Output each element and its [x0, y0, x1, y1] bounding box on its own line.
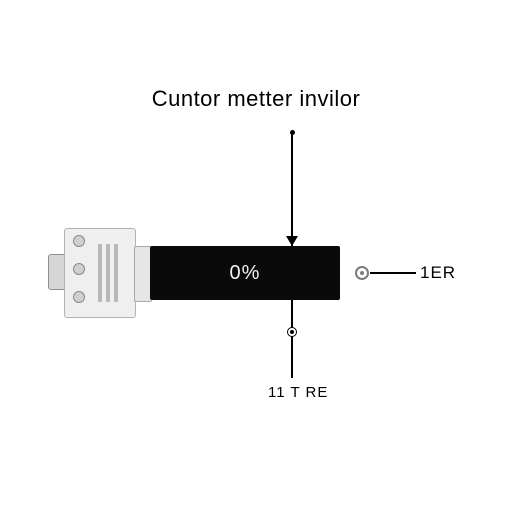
- diagram-title: Cuntor metter invilor: [152, 86, 361, 112]
- plate-slot: [106, 244, 110, 302]
- node-dot-icon: [290, 330, 294, 334]
- barrel-readout: 0%: [230, 262, 261, 285]
- plate-slot: [98, 244, 102, 302]
- lead-line-right: [370, 272, 416, 274]
- screw-icon: [73, 235, 85, 247]
- label-bottom: 11 T RE: [268, 384, 328, 401]
- terminal-dot-icon: [360, 271, 364, 275]
- screw-icon: [73, 263, 85, 275]
- plate-slot: [114, 244, 118, 302]
- label-right: 1ER: [420, 263, 456, 283]
- node-dot-icon: [290, 130, 295, 135]
- callout-line-vertical: [291, 300, 293, 378]
- callout-line-vertical: [291, 132, 293, 246]
- arrow-down-icon: [286, 236, 298, 246]
- diagram-canvas: Cuntor metter invilor 0% 1ER 11 T RE: [0, 0, 512, 512]
- screw-icon: [73, 291, 85, 303]
- device-barrel: 0%: [150, 246, 340, 300]
